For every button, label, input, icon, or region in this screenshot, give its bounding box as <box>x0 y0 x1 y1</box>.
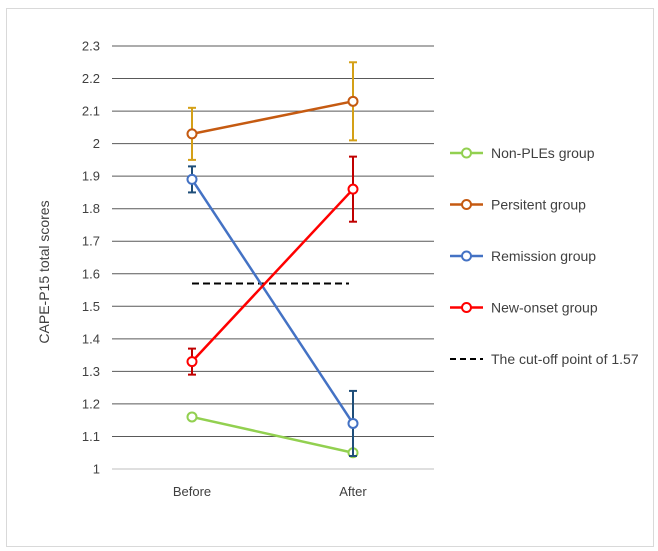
legend-label: Remission group <box>491 248 596 264</box>
data-point <box>347 183 359 195</box>
series <box>186 165 359 457</box>
y-tick-label: 2.1 <box>82 104 100 119</box>
legend-item: Remission group <box>450 248 596 264</box>
series-line <box>191 188 354 363</box>
legend-item: Non-PLEs group <box>450 145 595 161</box>
legend: Non-PLEs group Persitent group Remission g… <box>450 145 639 367</box>
gridlines <box>112 45 434 470</box>
y-axis-ticks: 1 1.1 1.2 1.3 1.4 1.5 1.6 1.7 1.8 1.9 2 2.1 2.2 2.3 <box>82 39 100 477</box>
y-tick-label: 1.3 <box>82 364 100 379</box>
legend-item: Persitent group <box>450 197 586 213</box>
x-tick-label: After <box>339 484 367 499</box>
y-axis-label: CAPE-P15 total scores <box>36 200 52 343</box>
legend-swatch-marker <box>461 302 472 313</box>
chart-frame <box>6 8 654 547</box>
y-tick-label: 1.9 <box>82 169 100 184</box>
data-point <box>347 417 359 429</box>
legend-label: The cut-off point of 1.57 <box>491 351 639 367</box>
y-tick-label: 1.8 <box>82 201 100 216</box>
series-line <box>191 415 354 454</box>
x-axis-ticks: Before After <box>173 484 368 499</box>
series <box>186 155 359 376</box>
data-point <box>347 95 359 107</box>
legend-label: Persitent group <box>491 197 586 213</box>
y-tick-label: 1 <box>93 462 100 477</box>
series-line <box>191 100 354 136</box>
legend-label: New-onset group <box>491 300 598 316</box>
legend-swatch-marker <box>461 147 472 159</box>
series <box>186 61 359 161</box>
y-tick-label: 2.3 <box>82 39 100 54</box>
y-tick-label: 2.2 <box>82 71 100 86</box>
legend-swatch-marker <box>461 250 472 262</box>
data-point <box>186 173 198 185</box>
y-tick-label: 2 <box>93 136 100 151</box>
data-point <box>186 128 198 140</box>
y-tick-label: 1.5 <box>82 299 100 314</box>
data-point <box>186 411 198 423</box>
legend-swatch-marker <box>461 199 472 210</box>
legend-label: Non-PLEs group <box>491 145 595 161</box>
legend-item: New-onset group <box>450 300 598 316</box>
y-tick-label: 1.2 <box>82 396 100 411</box>
data-point <box>186 356 198 368</box>
series <box>186 411 359 459</box>
series-line <box>190 178 355 425</box>
y-tick-label: 1.4 <box>82 331 100 346</box>
y-tick-label: 1.7 <box>82 234 100 249</box>
y-tick-label: 1.6 <box>82 266 100 281</box>
series-layer <box>186 61 359 459</box>
y-tick-label: 1.1 <box>82 429 100 444</box>
x-tick-label: Before <box>173 484 211 499</box>
legend-item: The cut-off point of 1.57 <box>450 351 639 367</box>
